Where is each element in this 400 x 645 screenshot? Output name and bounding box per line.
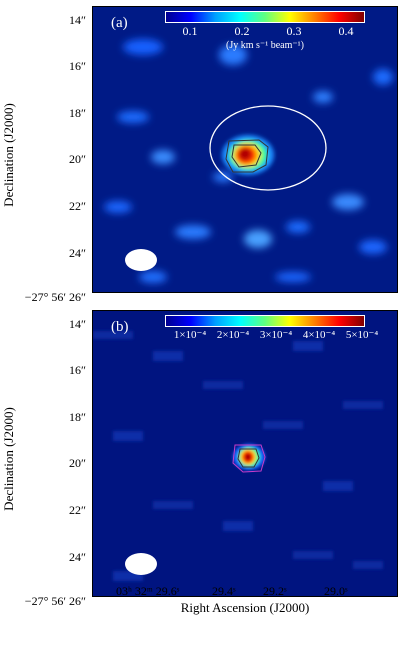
cbar-b-tick-2: 3×10⁻⁴ (259, 329, 293, 341)
panel-a-colorbar-ticks: 0.1 0.2 0.3 0.4 (165, 24, 365, 40)
panel-b-label: (b) (111, 319, 129, 335)
panel-b-colorbar (165, 315, 365, 327)
xtick-29.6: 03ʰ 32ᵐ 29.6ˢ (116, 584, 180, 598)
panel-b-image (93, 331, 383, 581)
ytick-a-20: 20″ (69, 152, 86, 166)
cbar-a-tick-1: 0.2 (234, 24, 250, 38)
source-b (233, 444, 265, 470)
ytick-a-26: −27° 56′ 26″ (24, 290, 86, 304)
panel-a-beam-ellipse (125, 249, 157, 271)
panel-a-label: (a) (111, 15, 128, 31)
panel-b-colorbar-ticks: 1×10⁻⁴ 2×10⁻⁴ 3×10⁻⁴ 4×10⁻⁴ 5×10⁻⁴ (165, 328, 378, 344)
cbar-b-tick-0: 1×10⁻⁴ (173, 329, 207, 341)
cbar-a-tick-3: 0.4 (338, 24, 354, 38)
ytick-a-18: 18″ (69, 106, 86, 120)
ytick-b-14: 14″ (69, 317, 86, 331)
panel-a-colorbar (165, 11, 365, 23)
cbar-b-tick-3: 4×10⁻⁴ (302, 329, 336, 341)
noise-blobs-a (104, 39, 393, 283)
ytick-b-26: −27° 56′ 26″ (24, 594, 86, 608)
ytick-a-22: 22″ (69, 199, 86, 213)
ytick-a-14: 14″ (69, 13, 86, 27)
contour-b-inner (237, 448, 260, 468)
aperture-ellipse (209, 105, 327, 191)
ytick-a-24: 24″ (69, 246, 86, 260)
ytick-b-24: 24″ (69, 550, 86, 564)
ytick-b-16: 16″ (69, 363, 86, 377)
xtick-29.4: 29.4ˢ (212, 584, 236, 598)
panel-b-beam-ellipse (125, 553, 157, 575)
contour-b-outer (232, 444, 266, 473)
cbar-b-tick-4: 5×10⁻⁴ (345, 329, 379, 341)
ytick-b-18: 18″ (69, 410, 86, 424)
cbar-a-tick-2: 0.3 (286, 24, 302, 38)
ytick-b-20: 20″ (69, 456, 86, 470)
ytick-a-16: 16″ (69, 59, 86, 73)
panel-a-moment-map: (a) 0.1 0.2 0.3 0.4 (Jy km s⁻¹ beam⁻¹) (92, 6, 398, 293)
cbar-b-tick-1: 2×10⁻⁴ (216, 329, 250, 341)
cbar-a-tick-0: 0.1 (182, 24, 198, 38)
ytick-b-22: 22″ (69, 503, 86, 517)
panel-b-moment-map: (b) 1×10⁻⁴ 2×10⁻⁴ 3×10⁻⁴ 4×10⁻⁴ 5×10⁻⁴ (92, 310, 398, 597)
panel-a-colorbar-unit: (Jy km s⁻¹ beam⁻¹) (226, 40, 304, 51)
xtick-29.2: 29.2ˢ (263, 584, 287, 598)
x-axis-title: Right Ascension (J2000) (180, 600, 310, 615)
contour-a-outer (225, 139, 269, 173)
noise-pixels-b (93, 331, 383, 581)
xtick-29.0: 29.0ˢ (324, 584, 348, 598)
contour-a-inner (231, 144, 262, 168)
panel-a-image (104, 39, 393, 283)
